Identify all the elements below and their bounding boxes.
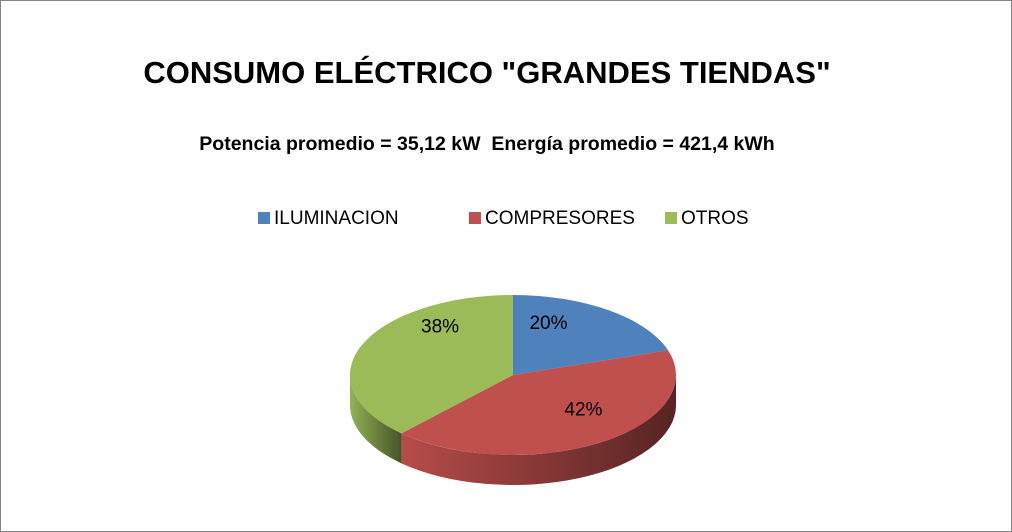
pie-slice	[349, 295, 513, 434]
data-label: 38%	[421, 316, 459, 337]
legend-swatch	[469, 212, 481, 224]
legend-label: OTROS	[681, 208, 749, 229]
pie-slice	[401, 350, 677, 456]
pie-side-shade	[401, 375, 676, 486]
data-label: 42%	[564, 400, 602, 421]
legend-swatch	[665, 212, 677, 224]
chart-subtitle: Potencia promedio = 35,12 kW Energía pro…	[199, 133, 774, 155]
legend-label: ILUMINACION	[274, 208, 399, 229]
pie-slice	[513, 295, 669, 375]
data-label: 20%	[529, 313, 567, 334]
legend-swatch	[258, 212, 270, 224]
legend-label: COMPRESORES	[485, 208, 635, 229]
pie-side-shade	[350, 375, 402, 464]
chart-title: CONSUMO ELÉCTRICO "GRANDES TIENDAS"	[143, 55, 830, 90]
